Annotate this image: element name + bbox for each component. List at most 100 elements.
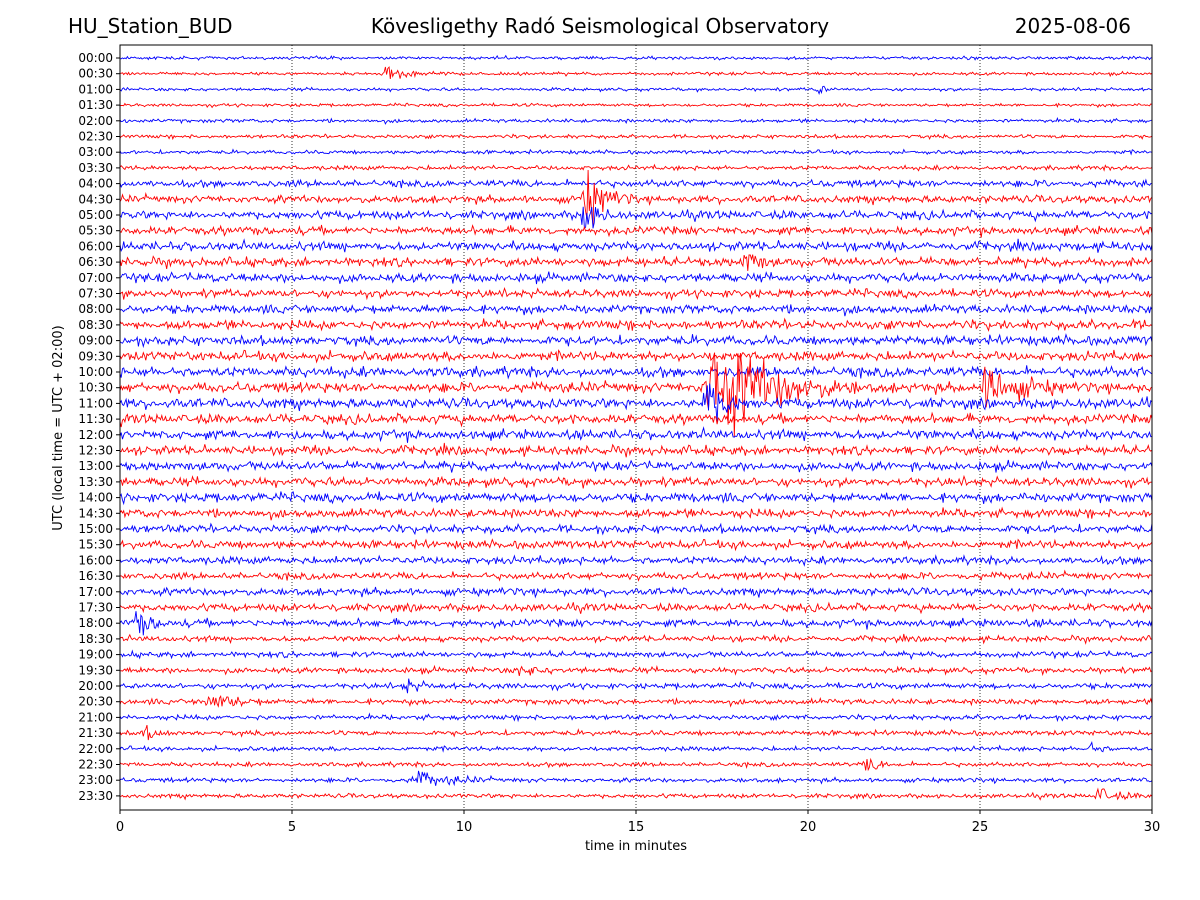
y-tick-label: 01:00 [78, 82, 113, 96]
trace-0000 [120, 54, 1152, 61]
y-tick-label: 15:30 [78, 538, 113, 552]
x-tick-label: 10 [456, 820, 473, 835]
trace-1930 [120, 664, 1152, 677]
trace-0600 [120, 238, 1152, 254]
y-tick-label: 09:30 [78, 349, 113, 363]
y-axis-label: UTC (local time = UTC + 02:00) [51, 325, 66, 530]
trace-0430 [120, 169, 1152, 226]
trace-1830 [120, 633, 1152, 645]
y-tick-label: 07:30 [78, 287, 113, 301]
y-tick-label: 22:30 [78, 758, 113, 772]
station-label: HU_Station_BUD [68, 14, 233, 38]
trace-1000 [120, 365, 1152, 380]
observatory-title: Kövesligethy Radó Seismological Observat… [370, 14, 830, 38]
y-tick-label: 01:30 [78, 98, 113, 112]
trace-1430 [120, 506, 1152, 521]
y-tick-label: 16:30 [78, 569, 113, 583]
y-tick-label: 19:30 [78, 663, 113, 677]
y-tick-label: 00:30 [78, 67, 113, 81]
trace-0830 [120, 317, 1152, 332]
y-tick-label: 04:00 [78, 177, 113, 191]
x-tick-label: 15 [628, 820, 645, 835]
trace-0400 [120, 178, 1152, 190]
y-tick-label: 17:30 [78, 601, 113, 615]
trace-0500 [120, 206, 1152, 229]
y-tick-label: 21:00 [78, 710, 113, 724]
trace-0630 [120, 254, 1152, 271]
trace-2000 [120, 678, 1152, 694]
y-tick-label: 03:00 [78, 145, 113, 159]
trace-1800 [120, 611, 1152, 636]
trace-1300 [120, 459, 1152, 473]
y-tick-label: 20:30 [78, 695, 113, 709]
trace-0200 [120, 117, 1152, 125]
y-tick-label: 13:30 [78, 475, 113, 489]
y-tick-label: 05:30 [78, 224, 113, 238]
x-tick-label: 20 [800, 820, 817, 835]
y-tick-label: 21:30 [78, 726, 113, 740]
grid-lines [291, 45, 981, 810]
x-axis-label: time in minutes [585, 839, 687, 854]
trace-0300 [120, 148, 1152, 156]
y-tick-label: 06:30 [78, 255, 113, 269]
y-tick-label: 15:00 [78, 522, 113, 536]
x-tick-label: 0 [116, 820, 124, 835]
y-tick-label: 12:00 [78, 428, 113, 442]
trace-2100 [120, 712, 1152, 723]
y-tick-label: 11:30 [78, 412, 113, 426]
x-tick-label: 5 [288, 820, 296, 835]
y-tick-label: 08:30 [78, 318, 113, 332]
trace-1100 [120, 383, 1152, 423]
trace-0800 [120, 303, 1152, 317]
seismic-traces [120, 54, 1152, 801]
trace-0530 [120, 224, 1152, 238]
trace-1600 [120, 554, 1152, 567]
trace-1900 [120, 649, 1152, 661]
y-tick-label: 18:30 [78, 632, 113, 646]
trace-0030 [120, 66, 1152, 79]
trace-1500 [120, 522, 1152, 536]
y-tick-label: 02:30 [78, 130, 113, 144]
y-tick-label: 00:00 [78, 51, 113, 65]
trace-1630 [120, 569, 1152, 582]
trace-2230 [120, 757, 1152, 772]
y-tick-label: 20:00 [78, 679, 113, 693]
y-tick-label: 06:00 [78, 239, 113, 253]
trace-2130 [120, 724, 1152, 741]
trace-0730 [120, 286, 1152, 302]
y-tick-label: 23:00 [78, 773, 113, 787]
trace-1200 [120, 426, 1152, 443]
trace-1530 [120, 538, 1152, 552]
trace-1230 [120, 442, 1152, 458]
date-label: 2025-08-06 [1014, 14, 1131, 38]
y-tick-label: 03:30 [78, 161, 113, 175]
trace-1730 [120, 601, 1152, 615]
y-tick-label: 14:30 [78, 506, 113, 520]
y-tick-label: 11:00 [78, 396, 113, 410]
trace-1030 [120, 352, 1152, 437]
y-tick-label: 13:00 [78, 459, 113, 473]
y-tick-label: 07:00 [78, 271, 113, 285]
y-tick-label: 22:00 [78, 742, 113, 756]
trace-2330 [120, 787, 1152, 801]
y-tick-label: 09:00 [78, 334, 113, 348]
y-tick-label: 08:00 [78, 302, 113, 316]
y-tick-label: 14:00 [78, 491, 113, 505]
trace-2030 [120, 694, 1152, 708]
x-tick-label: 30 [1144, 820, 1161, 835]
trace-1400 [120, 491, 1152, 506]
y-tick-label: 02:00 [78, 114, 113, 128]
y-tick-label: 19:00 [78, 648, 113, 662]
trace-1330 [120, 474, 1152, 489]
trace-2200 [120, 741, 1152, 753]
x-tick-label: 25 [972, 820, 989, 835]
trace-0700 [120, 271, 1152, 285]
trace-0930 [120, 349, 1152, 364]
y-tick-label: 16:00 [78, 553, 113, 567]
y-tick-label: 10:30 [78, 381, 113, 395]
y-tick-label: 18:00 [78, 616, 113, 630]
y-tick-label: 04:30 [78, 192, 113, 206]
y-tick-label: 12:30 [78, 444, 113, 458]
